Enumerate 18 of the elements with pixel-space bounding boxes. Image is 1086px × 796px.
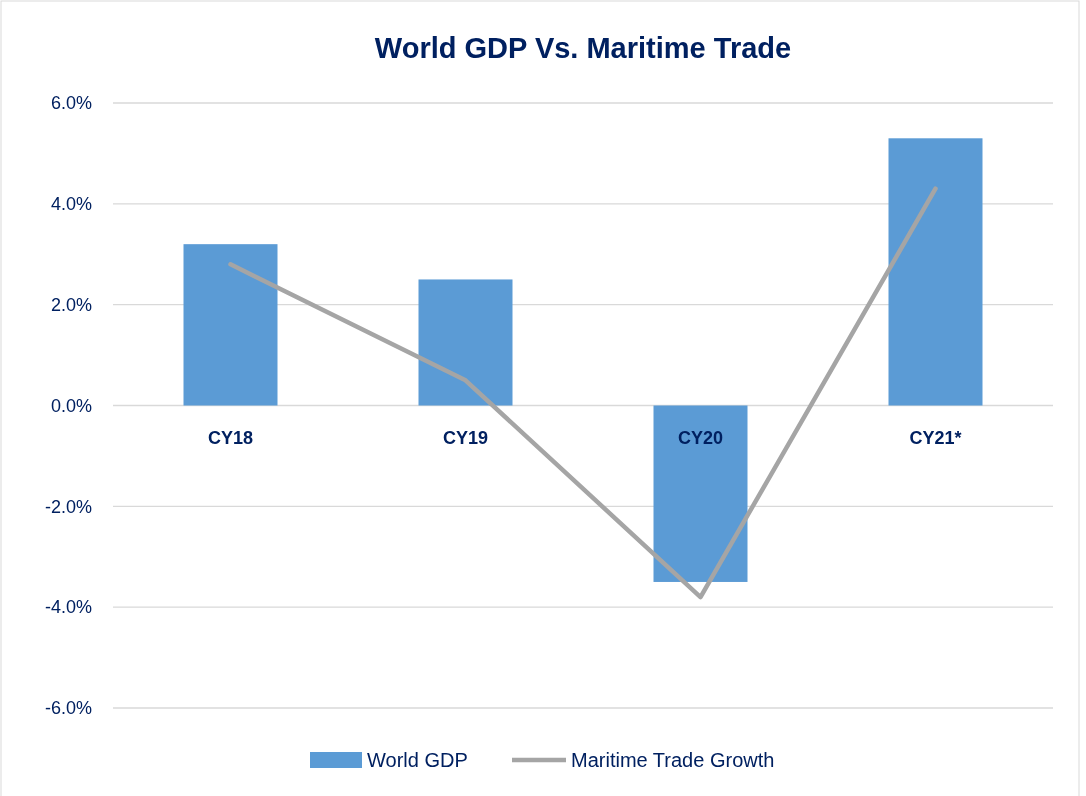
legend-label: World GDP (367, 749, 468, 771)
bar (888, 138, 983, 406)
y-tick-label: 2.0% (50, 294, 92, 315)
bar (418, 279, 513, 406)
y-tick-label: -6.0% (44, 698, 92, 719)
x-tick-label: CY20 (677, 427, 724, 448)
y-tick-label: 4.0% (50, 194, 92, 215)
y-tick-label: -2.0% (44, 496, 92, 517)
legend-label: Maritime Trade Growth (571, 749, 775, 771)
bar (653, 405, 748, 582)
y-tick-label: 6.0% (50, 93, 92, 114)
x-tick-label: CY19 (442, 427, 489, 448)
chart-title: World GDP Vs. Maritime Trade (374, 32, 792, 64)
y-tick-label: 0.0% (50, 395, 92, 416)
x-tick-label: CY18 (207, 427, 254, 448)
x-tick-label: CY21* (909, 427, 962, 448)
y-tick-label: -4.0% (44, 597, 92, 618)
bar (183, 244, 278, 406)
